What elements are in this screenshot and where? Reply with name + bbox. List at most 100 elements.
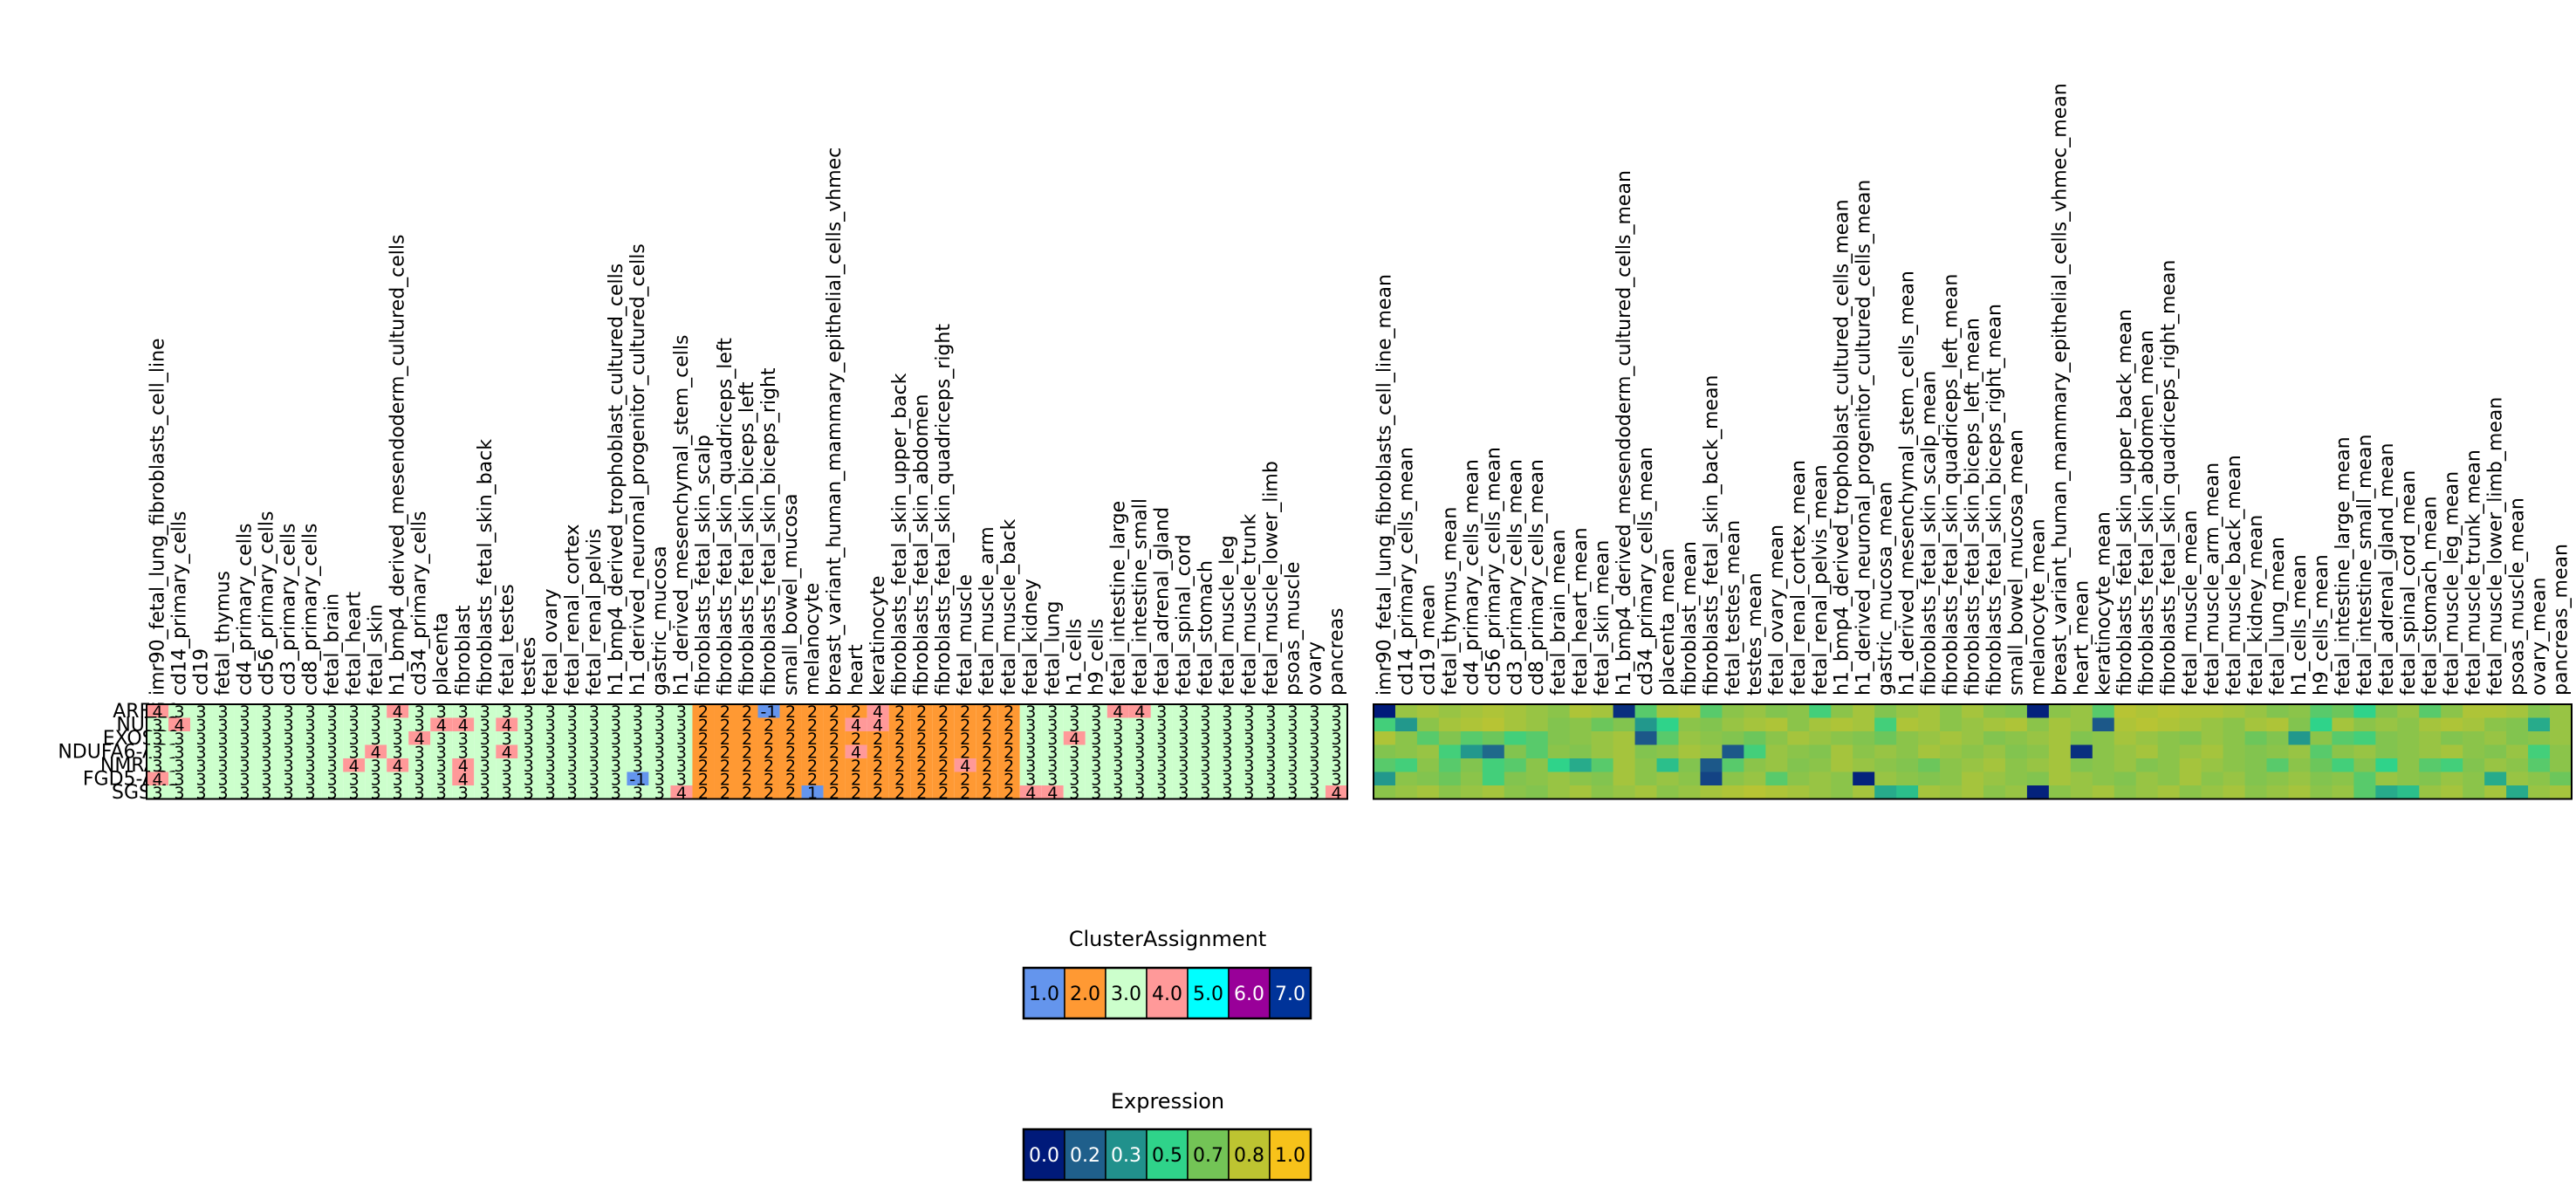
expression-cell — [1700, 717, 1723, 732]
cluster-cell — [1172, 785, 1195, 799]
cluster-cell-label: 3 — [393, 743, 403, 762]
cluster-cell — [168, 771, 191, 785]
expression-cell — [2375, 717, 2398, 732]
cluster-cell-label: 2 — [851, 757, 861, 776]
expression-column-label: fetal_spinal_cord_mean — [2398, 470, 2420, 696]
expression-cell — [1591, 771, 1613, 786]
cluster-cell-label: 3 — [1309, 730, 1319, 749]
cluster-cell-label: 3 — [1025, 770, 1036, 789]
cluster-cell — [321, 771, 344, 785]
cluster-cell — [387, 731, 409, 745]
expression-cell — [1983, 771, 2006, 786]
cluster-cell — [1128, 704, 1151, 718]
cluster-cell-label: 2 — [960, 743, 970, 762]
cluster-cell — [539, 758, 562, 772]
cluster-cell — [1063, 731, 1086, 745]
cluster-cell — [932, 717, 955, 731]
expression-cell — [2135, 717, 2159, 732]
cluster-cell-label: 4 — [174, 716, 184, 735]
cluster-cell-label: 3 — [174, 743, 184, 762]
cluster-cell-label: 2 — [851, 784, 861, 803]
cluster-cell-label: 3 — [1222, 784, 1232, 803]
cluster-cell-label: 3 — [1134, 716, 1145, 735]
cluster-cell — [299, 758, 322, 772]
cluster-cell-label: 2 — [764, 730, 774, 749]
expression-column-label: fetal_lung_mean — [2267, 537, 2289, 696]
expression-cell — [1460, 785, 1483, 799]
cluster-cell-label: 3 — [1287, 730, 1298, 749]
cluster-cell — [845, 731, 867, 745]
expression-cell — [2332, 717, 2354, 732]
cluster-cell-label: 4 — [393, 757, 403, 776]
cluster-cell-label: 4 — [1134, 703, 1145, 722]
cluster-cell — [474, 744, 497, 758]
cluster-cell-label: 3 — [1265, 716, 1276, 735]
cluster-cell — [1325, 785, 1347, 799]
expression-cell — [2092, 771, 2115, 786]
expression-cell — [2353, 771, 2376, 786]
cluster-cell-label: 3 — [284, 730, 294, 749]
expression-cell — [2550, 731, 2573, 745]
expression-cell — [1700, 704, 1723, 718]
cluster-cell-label: 3 — [458, 784, 469, 803]
cluster-cell-label: 2 — [829, 757, 839, 776]
expression-cell — [1591, 758, 1613, 772]
cluster-column-label: fibroblasts_fetal_skin_quadriceps_right — [933, 324, 955, 696]
cluster-cell — [627, 731, 649, 745]
cluster-cell — [539, 771, 562, 785]
cluster-column-label: cd34_primary_cells — [409, 511, 431, 696]
cluster-column-label: imr90_fetal_lung_fibroblasts_cell_line — [147, 338, 169, 696]
cluster-cell-label: 3 — [1178, 716, 1189, 735]
cluster-cell-label: 3 — [195, 770, 206, 789]
cluster-cell-label: 3 — [1178, 770, 1189, 789]
expression-column-label: cd34_primary_cells_mean — [1635, 447, 1657, 696]
expression-cell — [1678, 744, 1701, 759]
cluster-cell-label: 3 — [654, 743, 665, 762]
expression-cell — [1787, 785, 1810, 799]
cluster-cell-label: 3 — [654, 703, 665, 722]
cluster-cell — [867, 717, 889, 731]
cluster-cell — [605, 731, 627, 745]
cluster-cell-label: 3 — [1309, 716, 1319, 735]
expression-cell — [2506, 771, 2529, 786]
expression-cell — [1918, 717, 1941, 732]
expression-cell — [1678, 717, 1701, 732]
expression-column-label: pancreas_mean — [2551, 544, 2573, 696]
cluster-cell — [670, 771, 693, 785]
cluster-column-label: testes — [518, 637, 540, 696]
cluster-cell — [1128, 717, 1151, 731]
cluster-cell — [1281, 785, 1304, 799]
cluster-cell-label: 3 — [349, 743, 360, 762]
expression-cell — [1569, 785, 1593, 799]
expression-column-label: fetal_testes_mean — [1723, 520, 1744, 696]
cluster-cell — [1194, 731, 1216, 745]
expression-cell — [1374, 771, 1396, 786]
cluster-cell — [867, 704, 889, 718]
cluster-cell — [1019, 704, 1042, 718]
cluster-cell-label: 3 — [1265, 703, 1276, 722]
cluster-cell-label: 2 — [785, 757, 796, 776]
cluster-cell-label: 2 — [698, 703, 709, 722]
expression-cell — [1765, 771, 1788, 786]
cluster-cell — [714, 785, 736, 799]
cluster-cell-label: 3 — [611, 743, 621, 762]
cluster-cell — [452, 744, 475, 758]
cluster-cell-label: 3 — [458, 703, 469, 722]
cluster-cell-label: 3 — [436, 770, 447, 789]
expression-cell — [2048, 704, 2072, 718]
expression-cell — [2004, 785, 2028, 799]
expression-column-label: fibroblasts_fetal_skin_quadriceps_right_… — [2158, 260, 2180, 696]
expression-column-label: keratinocyte_mean — [2093, 511, 2114, 696]
expression-cell — [1983, 704, 2006, 718]
cluster-cell — [823, 771, 846, 785]
cluster-cell-label: 3 — [1200, 743, 1210, 762]
cluster-cell-label: 3 — [480, 784, 490, 803]
cluster-cell — [801, 717, 824, 731]
expression-legend-title: Expression — [1111, 1089, 1224, 1114]
expression-cell — [2092, 704, 2115, 718]
expression-column-label: fetal_renal_cortex_mean — [1788, 460, 1810, 696]
cluster-cell-label: 3 — [240, 784, 250, 803]
cluster-cell-label: 3 — [1025, 757, 1036, 776]
expression-cell — [1656, 717, 1679, 732]
cluster-cell — [1281, 771, 1304, 785]
